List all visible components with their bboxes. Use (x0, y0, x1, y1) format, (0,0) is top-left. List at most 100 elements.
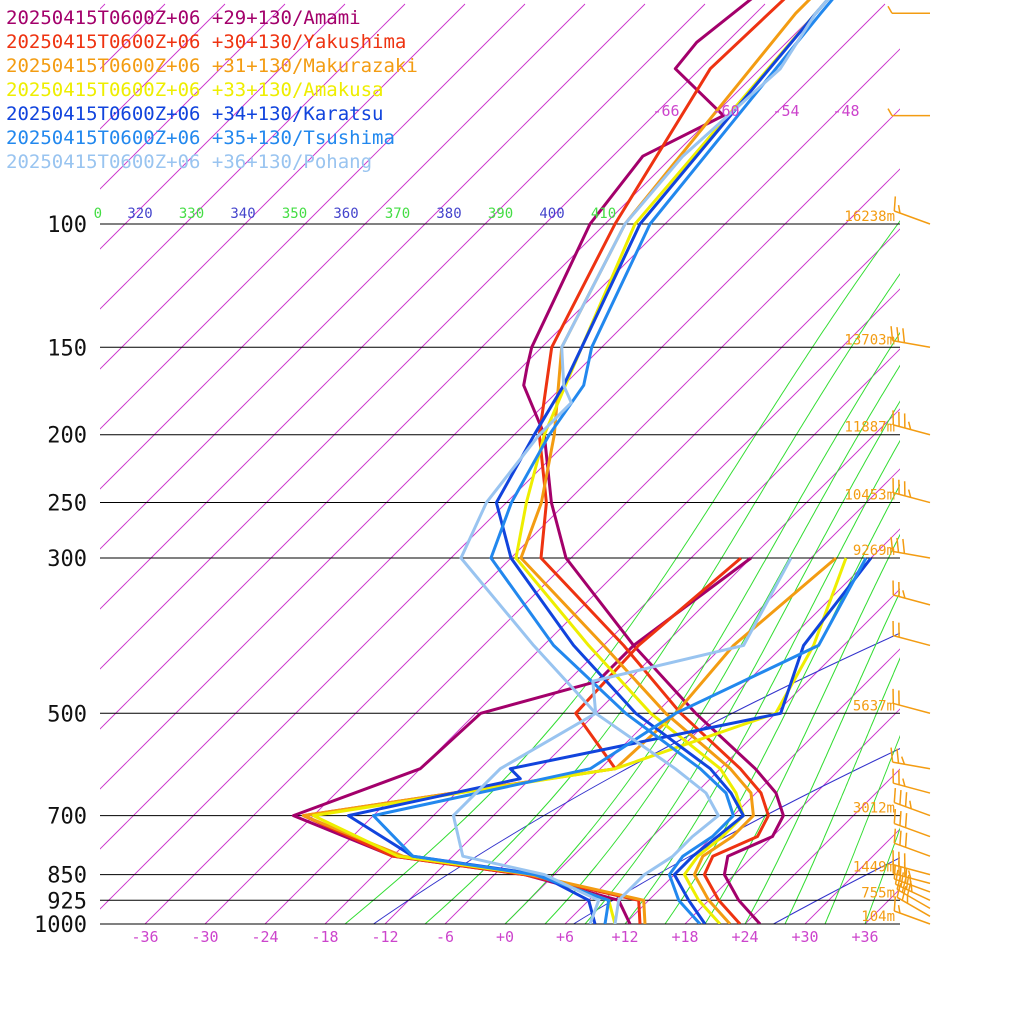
height-label: 104m (861, 909, 895, 925)
wind-barb (892, 580, 931, 606)
moist-adiabat-line (624, 439, 900, 924)
dewpoint-line-3 (301, 556, 837, 924)
pressure-tick-label: 700 (47, 805, 87, 830)
wind-barb-flag (900, 756, 906, 765)
wind-barb-flag (890, 536, 894, 552)
isotherm-line (100, 3, 886, 790)
isotherm-line (100, 48, 900, 850)
isotherm-line (624, 648, 900, 924)
wind-barb (893, 808, 931, 838)
legend-entry-5: 20250415T0600Z+06 +34+130/Karatsu (6, 103, 384, 125)
pressure-tick-label: 150 (47, 336, 87, 361)
wind-barb-flag (887, 108, 893, 116)
height-label: 10453m (844, 488, 895, 504)
temperature-tick-label: +36 (851, 928, 878, 946)
isotherm-line (100, 3, 766, 670)
wind-barb-shaft (893, 491, 931, 504)
upper-isotherm-label: -60 (712, 102, 739, 120)
isobars (100, 223, 900, 925)
height-label: 11887m (844, 420, 895, 436)
wind-barb-flag (890, 326, 894, 341)
legend: 20250415T0600Z+06 +29+130/Amami20250415T… (6, 7, 418, 173)
wind-barb-shaft (893, 872, 931, 885)
theta-label: 340 (230, 206, 255, 222)
moist-adiabat-line (504, 331, 900, 924)
theta-label: 400 (539, 206, 564, 222)
dry-adiabat-line (373, 632, 900, 924)
wind-barb-flag (894, 869, 899, 885)
temperature-tick-label: +30 (791, 928, 818, 946)
temperature-tick-label: +18 (671, 928, 698, 946)
isotherm-line (925, 4, 1024, 924)
wind-barb-flag (907, 870, 912, 879)
pressure-tick-label: 300 (47, 547, 87, 572)
wind-barb (890, 536, 931, 559)
wind-barb-shaft (893, 864, 931, 876)
dry-adiabat-line (573, 747, 900, 924)
wind-barb-shaft (893, 634, 931, 647)
wind-barb-flag (904, 792, 908, 807)
height-label: 9269m (853, 543, 895, 559)
temperature-tick-label: +0 (496, 928, 514, 946)
wind-barb-flag (896, 327, 900, 342)
isotherm-line (100, 3, 646, 550)
temperature-line-1 (522, 0, 785, 924)
pressure-tick-label: 250 (47, 492, 87, 517)
height-label: 5637m (853, 698, 895, 714)
wind-barb-flag (899, 811, 902, 826)
isotherm-line (100, 3, 286, 190)
theta-label: 0 (94, 206, 102, 222)
temperature-tick-label: +24 (731, 928, 758, 946)
wind-barb-flag (893, 787, 897, 803)
isotherm-line (684, 708, 900, 924)
upper-isotherm-label: -66 (652, 102, 679, 120)
pressure-tick-label: 100 (47, 213, 87, 238)
theta-label: 350 (282, 206, 307, 222)
wind-barb-shaft (894, 801, 931, 817)
legend-entry-1: 20250415T0600Z+06 +29+130/Amami (6, 7, 361, 29)
isotherm-line (100, 3, 586, 490)
wind-barb-flag (896, 537, 900, 553)
wind-barb-flag (904, 868, 908, 884)
temperature-tick-label: -12 (371, 928, 398, 946)
wind-barb-shaft (894, 878, 931, 893)
theta-label: 320 (127, 206, 152, 222)
height-label: 755m (861, 885, 895, 901)
wind-barb-shaft (893, 594, 931, 606)
wind-barb-flag (893, 864, 897, 880)
wind-barb-flag (902, 590, 906, 599)
isotherm-line (384, 408, 900, 924)
wind-barb (892, 410, 931, 436)
theta-label: 390 (488, 206, 513, 222)
wind-barb-flag (900, 872, 905, 887)
wind-barb-flag (897, 204, 901, 214)
temperature-tick-label: +6 (556, 928, 574, 946)
isotherm-line (100, 3, 346, 250)
temperature-tick-label: -36 (131, 928, 158, 946)
pressure-tick-label: 850 (47, 864, 87, 889)
wind-barb-shaft (894, 210, 931, 225)
temperature-line-7 (459, 0, 830, 924)
isotherm-line (100, 3, 526, 430)
pressure-tick-label: 200 (47, 424, 87, 449)
wind-barb-shaft (892, 339, 931, 349)
wind-barb-shaft (894, 822, 931, 838)
upper-isotherm-label: -48 (832, 102, 859, 120)
wind-barb (893, 787, 931, 817)
temperature-line-5 (494, 0, 830, 924)
moist-adiabat-line (424, 273, 900, 924)
wind-barb-shaft (893, 782, 931, 794)
isotherm-line (324, 348, 900, 924)
isotherm-line (100, 3, 706, 610)
wind-barb (893, 864, 931, 893)
wind-barb-flag (899, 830, 902, 846)
wind-barb-flag (893, 896, 897, 912)
wind-barb (890, 326, 931, 349)
legend-entry-2: 20250415T0600Z+06 +30+130/Yakushima (6, 31, 406, 53)
moist-adiabat-line (744, 590, 900, 924)
wind-barb-shaft (894, 910, 931, 925)
wind-barb-shaft (896, 888, 931, 910)
wind-barb-shaft (892, 550, 931, 559)
wind-barb-flag (896, 748, 900, 764)
